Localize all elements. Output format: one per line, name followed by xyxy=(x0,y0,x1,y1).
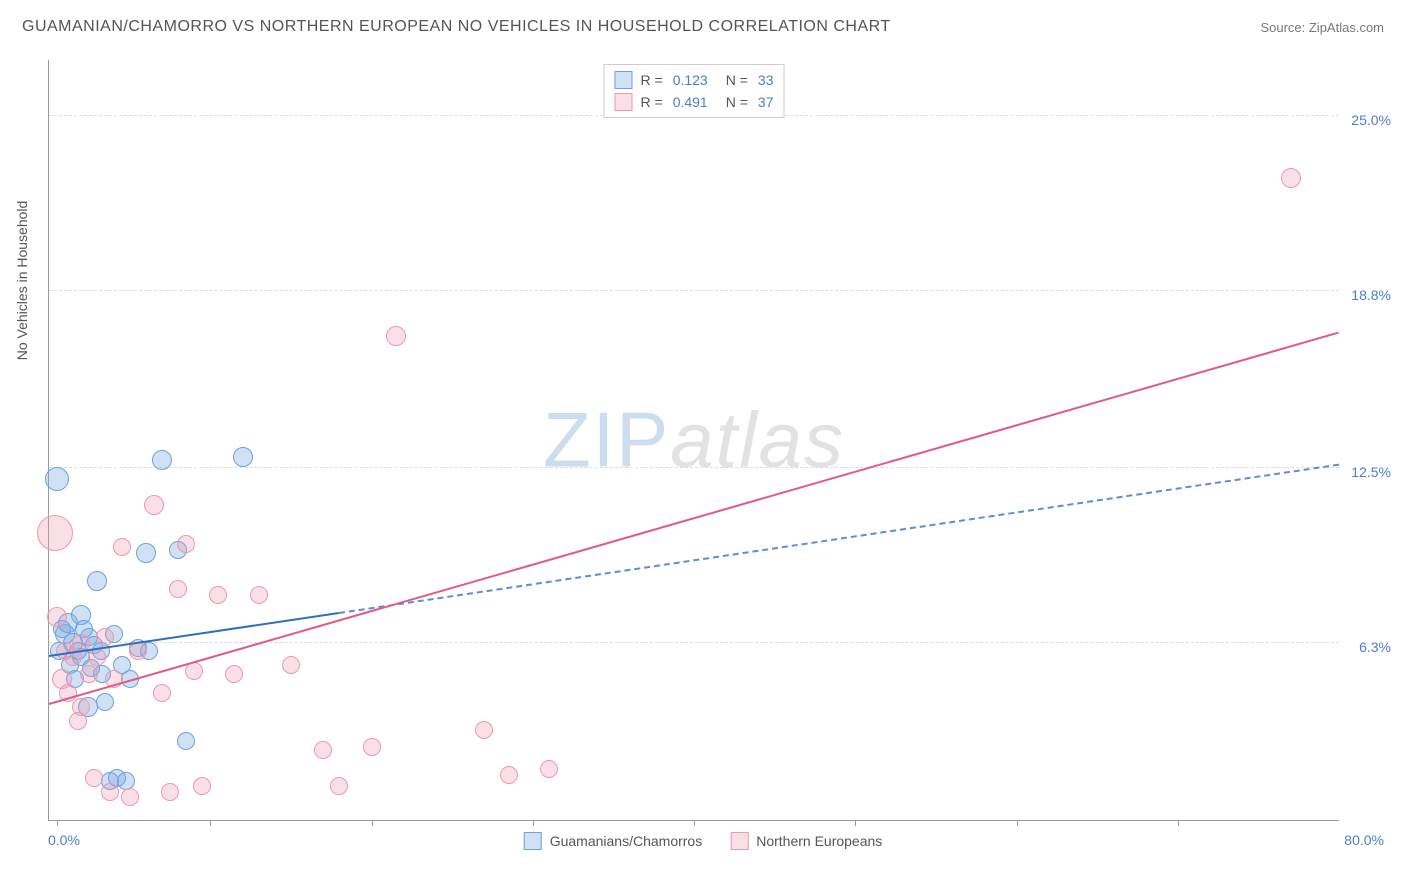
data-point-guamanian xyxy=(45,467,69,491)
data-point-northern_european xyxy=(161,783,179,801)
data-point-northern_european xyxy=(153,684,171,702)
chart-title: GUAMANIAN/CHAMORRO VS NORTHERN EUROPEAN … xyxy=(22,18,891,36)
swatch-guamanian xyxy=(524,832,542,850)
data-point-northern_european xyxy=(113,538,131,556)
data-point-northern_european xyxy=(475,721,493,739)
stats-legend: R = 0.123 N = 33 R = 0.491 N = 37 xyxy=(604,64,785,118)
gridline xyxy=(49,642,1339,643)
data-point-northern_european xyxy=(540,760,558,778)
legend-label-guamanian: Guamanians/Chamorros xyxy=(550,833,703,849)
data-point-northern_european xyxy=(37,515,73,551)
data-point-northern_european xyxy=(314,741,332,759)
data-point-northern_european xyxy=(47,607,67,627)
data-point-northern_european xyxy=(101,783,119,801)
data-point-northern_european xyxy=(282,656,300,674)
series-legend: Guamanians/Chamorros Northern Europeans xyxy=(524,832,883,850)
gridline xyxy=(49,290,1339,291)
x-tick xyxy=(372,820,373,826)
x-axis-max-label: 80.0% xyxy=(1344,832,1384,848)
data-point-northern_european xyxy=(193,777,211,795)
y-tick-label: 18.8% xyxy=(1351,287,1391,303)
x-tick xyxy=(855,820,856,826)
watermark-atlas: atlas xyxy=(670,396,845,484)
legend-label-northern: Northern Europeans xyxy=(756,833,882,849)
data-point-northern_european xyxy=(225,665,243,683)
y-tick-label: 6.3% xyxy=(1359,639,1391,655)
trend-line xyxy=(339,463,1339,613)
watermark-zip: ZIP xyxy=(543,396,670,484)
data-point-northern_european xyxy=(96,628,114,646)
r-value-guamanian: 0.123 xyxy=(673,72,708,88)
data-point-northern_european xyxy=(129,642,147,660)
data-point-northern_european xyxy=(72,698,90,716)
data-point-northern_european xyxy=(363,738,381,756)
x-tick xyxy=(694,820,695,826)
watermark: ZIPatlas xyxy=(543,395,845,486)
data-point-northern_european xyxy=(330,777,348,795)
r-label: R = xyxy=(641,94,663,110)
r-label: R = xyxy=(641,72,663,88)
n-value-guamanian: 33 xyxy=(758,72,774,88)
chart-plot-area: ZIPatlas R = 0.123 N = 33 R = 0.491 N = … xyxy=(48,60,1339,821)
data-point-guamanian xyxy=(233,447,253,467)
n-label: N = xyxy=(726,72,748,88)
data-point-northern_european xyxy=(1281,168,1301,188)
data-point-northern_european xyxy=(144,495,164,515)
data-point-guamanian xyxy=(117,772,135,790)
stats-row-northern: R = 0.491 N = 37 xyxy=(615,91,774,113)
data-point-northern_european xyxy=(177,535,195,553)
x-tick xyxy=(1017,820,1018,826)
data-point-northern_european xyxy=(250,586,268,604)
data-point-guamanian xyxy=(136,543,156,563)
data-point-northern_european xyxy=(85,769,103,787)
x-axis-min-label: 0.0% xyxy=(48,832,80,848)
data-point-northern_european xyxy=(80,665,98,683)
y-tick-label: 12.5% xyxy=(1351,464,1391,480)
n-value-northern: 37 xyxy=(758,94,774,110)
data-point-northern_european xyxy=(169,580,187,598)
legend-item-guamanian: Guamanians/Chamorros xyxy=(524,832,703,850)
y-tick-label: 25.0% xyxy=(1351,112,1391,128)
trend-line xyxy=(49,331,1340,704)
stats-row-guamanian: R = 0.123 N = 33 xyxy=(615,69,774,91)
data-point-guamanian xyxy=(152,450,172,470)
data-point-guamanian xyxy=(87,571,107,591)
n-label: N = xyxy=(726,94,748,110)
data-point-guamanian xyxy=(177,732,195,750)
x-tick xyxy=(1178,820,1179,826)
gridline xyxy=(49,467,1339,468)
swatch-northern xyxy=(730,832,748,850)
y-axis-label: No Vehicles in Household xyxy=(14,201,30,361)
x-tick xyxy=(57,820,58,826)
data-point-northern_european xyxy=(386,326,406,346)
r-value-northern: 0.491 xyxy=(673,94,708,110)
source-label: Source: ZipAtlas.com xyxy=(1260,20,1384,35)
data-point-northern_european xyxy=(209,586,227,604)
x-tick xyxy=(210,820,211,826)
swatch-northern xyxy=(615,93,633,111)
data-point-guamanian xyxy=(96,693,114,711)
data-point-northern_european xyxy=(121,788,139,806)
data-point-northern_european xyxy=(500,766,518,784)
legend-item-northern: Northern Europeans xyxy=(730,832,882,850)
x-tick xyxy=(533,820,534,826)
swatch-guamanian xyxy=(615,71,633,89)
